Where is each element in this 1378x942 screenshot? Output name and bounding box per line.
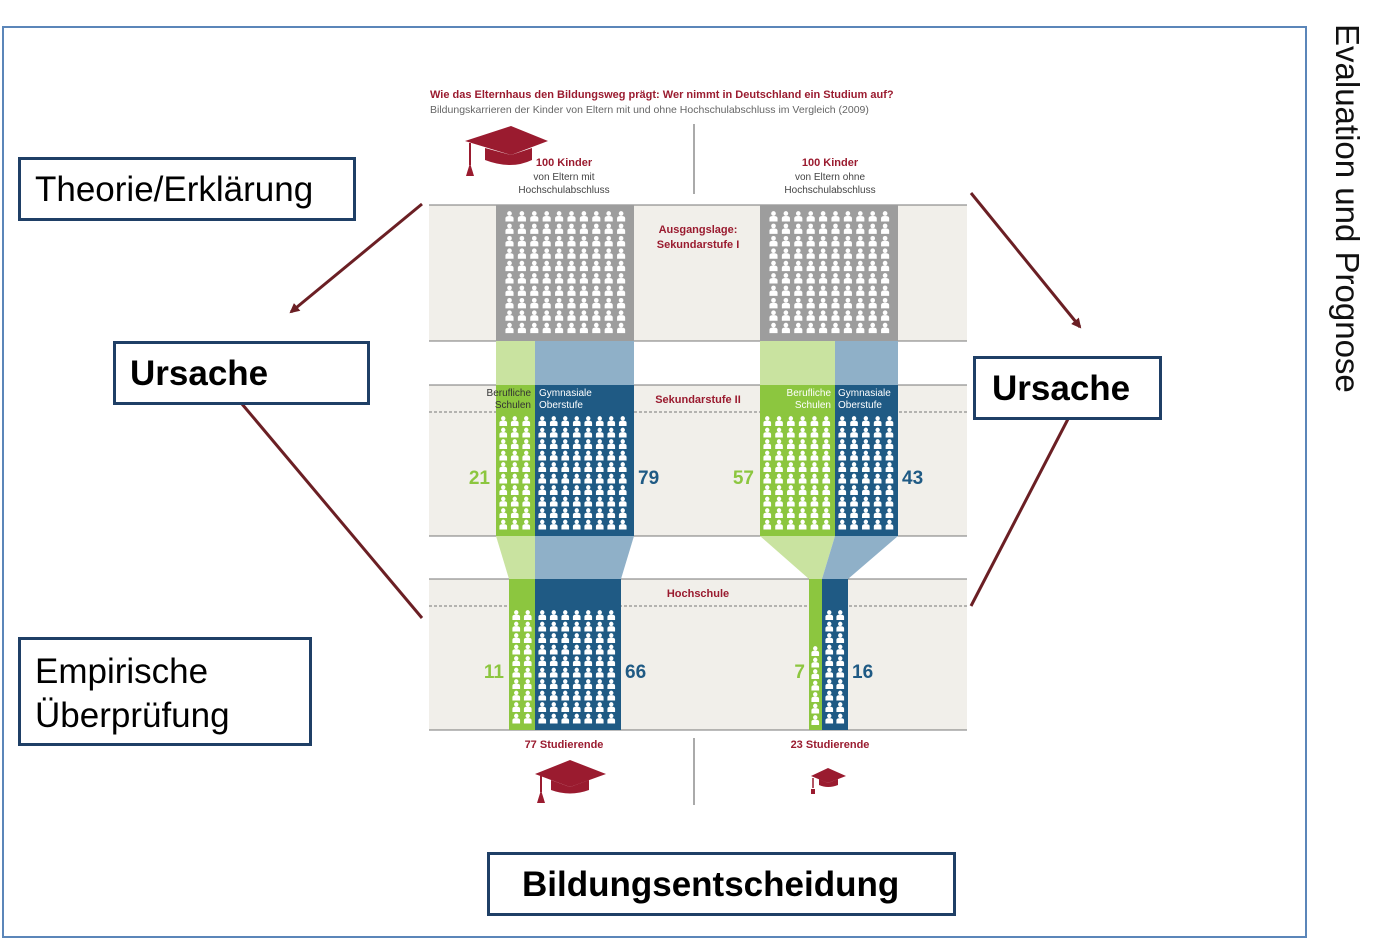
theorie-label: Theorie/Erklärung: [35, 170, 314, 209]
stage1-line1: Ausgangslage:: [659, 224, 738, 236]
left-hs-beruf: [509, 579, 535, 730]
right-header-line2: von Eltern ohne: [795, 172, 865, 183]
infographic-subtitle: Bildungskarrieren der Kinder von Eltern …: [430, 104, 869, 116]
left-sek2-gym: [535, 385, 634, 536]
graduation-cap-icon: [465, 126, 548, 176]
ursache-right-box: Ursache: [973, 356, 1162, 420]
right-berufliche-l1: Berufliche: [787, 388, 832, 399]
right-header-line1: 100 Kinder: [802, 157, 859, 169]
outer-frame: [2, 26, 1307, 938]
right-gymnasiale-l2: Oberstufe: [838, 400, 882, 411]
left-berufliche-l2: Schulen: [495, 400, 531, 411]
empirische-label: Empirische Überprüfung: [35, 652, 230, 735]
left-total: 77 Studierende: [525, 739, 604, 751]
right-total: 23 Studierende: [791, 739, 870, 751]
left-header-line2: von Eltern mit: [533, 172, 594, 183]
ursache-right-label: Ursache: [992, 369, 1131, 408]
left-header-line3: Hochschulabschluss: [518, 185, 609, 196]
left-sek1-block: [496, 205, 634, 341]
ursache-left-box: Ursache: [113, 341, 370, 405]
right-sek1-block: [760, 205, 898, 341]
left-hs-beruf-value: 11: [484, 662, 505, 683]
graduation-cap-small-icon: [811, 768, 846, 794]
graduation-cap-large-icon: [535, 760, 606, 803]
ursache-left-label: Ursache: [130, 354, 269, 393]
stage1-line2: Sekundarstufe I: [657, 239, 740, 251]
right-hs-gym: [822, 579, 848, 730]
arrow-right-to-ursache: [969, 192, 1082, 329]
empirische-box: Empirische Überprüfung: [18, 637, 312, 746]
left-sek2-gym-value: 79: [638, 468, 659, 489]
infographic-title: Wie das Elternhaus den Bildungsweg prägt…: [430, 89, 894, 101]
stage3-label: Hochschule: [667, 588, 729, 600]
right-berufliche-l2: Schulen: [795, 400, 831, 411]
right-header-line3: Hochschulabschluss: [784, 185, 875, 196]
left-sek2-beruf-value: 21: [469, 468, 491, 489]
theorie-box: Theorie/Erklärung: [18, 157, 356, 221]
left-hs-gym-value: 66: [625, 662, 646, 683]
right-gymnasiale-l1: Gymnasiale: [838, 388, 891, 399]
line-ursache-right: [969, 418, 1070, 607]
left-berufliche-l1: Berufliche: [487, 388, 532, 399]
right-sek2-beruf: [760, 385, 835, 536]
right-hs-beruf-value: 7: [794, 662, 805, 683]
bildungsentscheidung-label: Bildungsentscheidung: [522, 865, 900, 904]
right-hs-gym-value: 16: [852, 662, 873, 683]
left-header-line1: 100 Kinder: [536, 157, 593, 169]
left-gymnasiale-l1: Gymnasiale: [539, 388, 592, 399]
arrow-theorie-to-ursache: [289, 202, 423, 314]
left-gymnasiale-l2: Oberstufe: [539, 400, 583, 411]
right-sek2-beruf-value: 57: [733, 468, 754, 489]
stage2-label: Sekundarstufe II: [655, 394, 741, 406]
person-icons: [499, 211, 894, 725]
line-ursache-left: [240, 403, 424, 619]
right-sek2-gym-value: 43: [902, 468, 923, 489]
bildungsentscheidung-box: Bildungsentscheidung: [487, 852, 956, 916]
